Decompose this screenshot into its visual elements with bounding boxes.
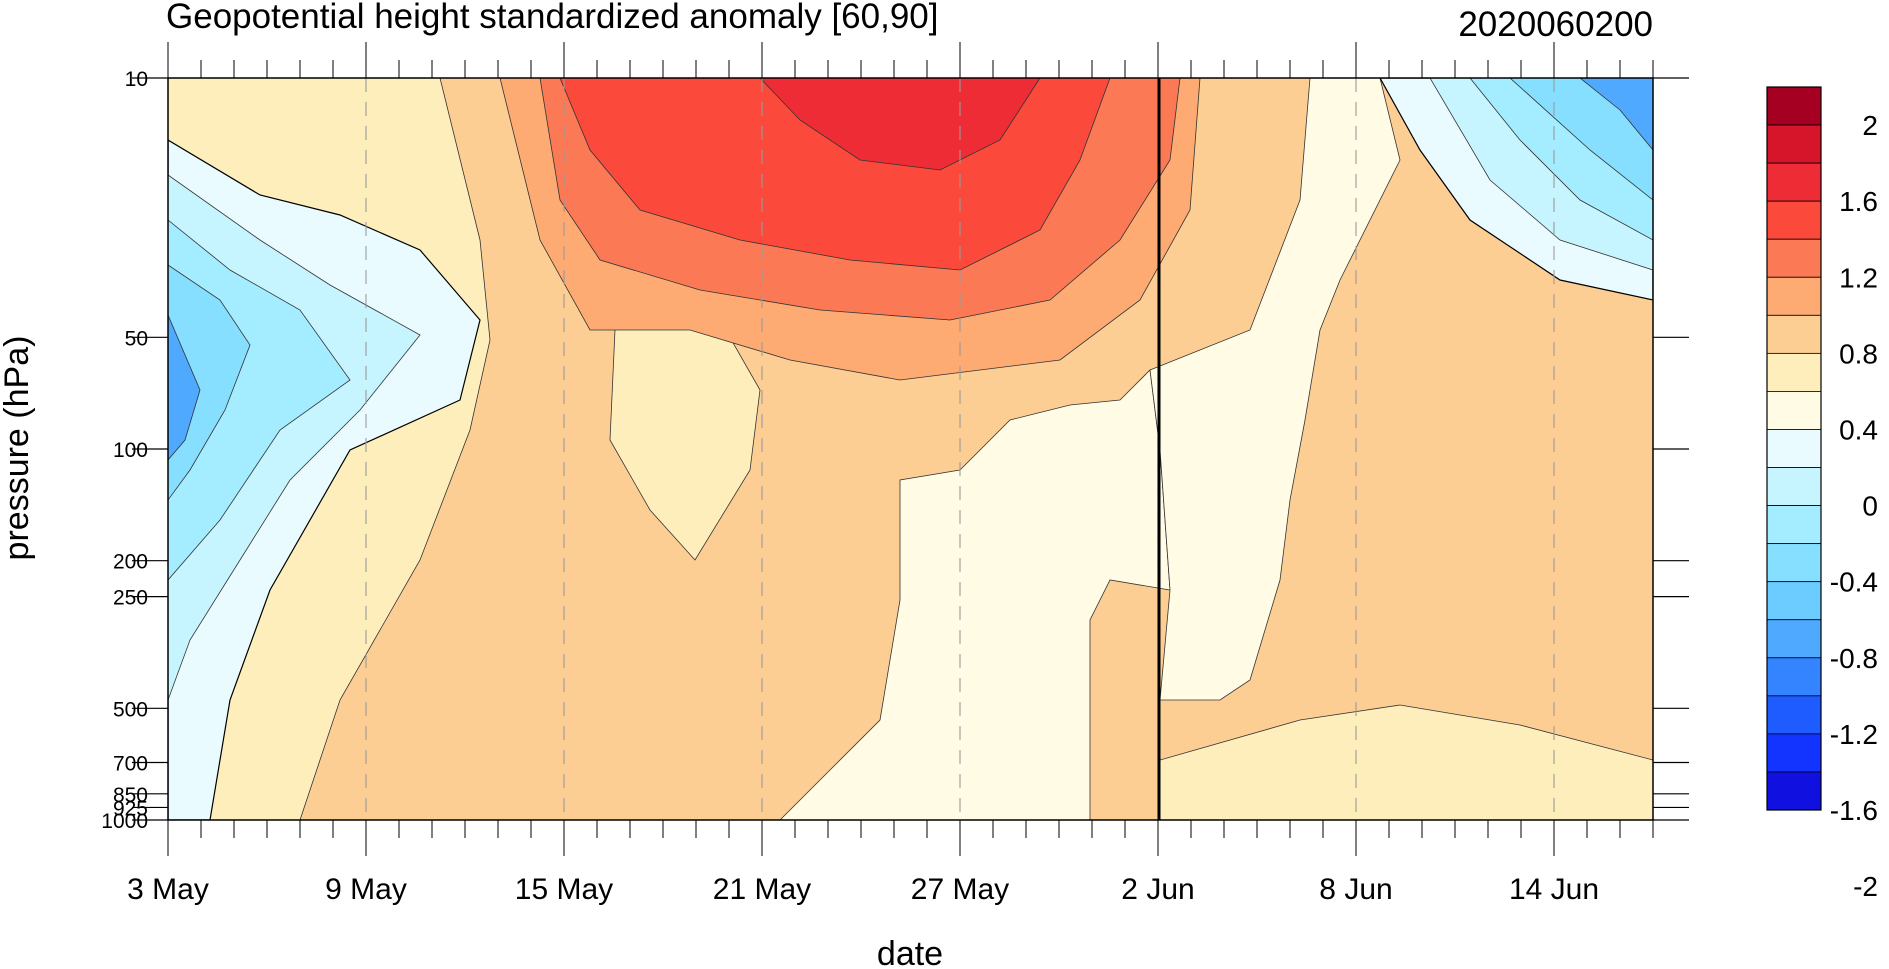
x-tick-label: 3 May (127, 873, 209, 906)
colorbar-frame (1766, 86, 1822, 811)
colorbar-swatch (1766, 200, 1822, 240)
colorbar-swatch (1766, 467, 1822, 506)
x-tick-label: 27 May (911, 873, 1009, 906)
contour-negative-left-5 (168, 314, 201, 461)
chart-title: Geopotential height standardized anomaly… (166, 0, 938, 36)
x-tick-label: 15 May (515, 873, 613, 906)
x-tick-label: 9 May (325, 873, 407, 906)
colorbar-label: -1.6 (1830, 795, 1878, 826)
y-axis-title: pressure (hPa) (0, 336, 36, 561)
colorbar-swatch (1766, 124, 1822, 164)
contour-negative-right-4 (1509, 78, 1653, 201)
colorbar-label: -1.2 (1830, 719, 1878, 750)
y-tick-label: 10 (125, 68, 148, 91)
y-tick-label: 50 (125, 327, 148, 350)
y-tick-label: 500 (113, 698, 148, 721)
colorbar-swatch (1766, 238, 1822, 278)
colorbar-swatch (1766, 276, 1822, 316)
x-tick-label: 8 Jun (1319, 873, 1392, 906)
x-axis: 3 May 9 May 15 May 21 May 27 May 2 Jun 8 Jun 14… (127, 42, 1654, 906)
contour-field (168, 78, 1653, 820)
y-tick-label: 925 (113, 797, 148, 820)
colorbar-swatch (1766, 505, 1822, 545)
contour-positive-1.6 (759, 78, 1041, 171)
y-tick-label: 200 (113, 551, 148, 574)
colorbar-label: 1.6 (1839, 186, 1878, 217)
y-tick-label: 1000 (101, 810, 148, 833)
colorbar-swatch (1766, 86, 1822, 126)
colorbar-swatch (1766, 733, 1822, 773)
colorbar-swatch (1766, 581, 1822, 621)
colorbar-swatch (1766, 162, 1822, 202)
x-tick-label: 14 Jun (1509, 873, 1599, 906)
contour-negative-right-5 (1579, 78, 1653, 151)
colorbar-label: -0.4 (1830, 567, 1878, 598)
y-tick-label: 250 (113, 587, 148, 610)
colorbar-label: -0.8 (1830, 643, 1878, 674)
colorbar-label: 2 (1862, 110, 1878, 141)
colorbar-swatch (1766, 429, 1822, 468)
colorbar-swatch (1766, 314, 1822, 354)
contour-near-zero-right (1149, 78, 1401, 701)
plot-area (168, 78, 1653, 820)
colorbar-swatch (1766, 657, 1822, 697)
colorbar-swatch (1766, 695, 1822, 735)
contour-negative-left-4 (168, 264, 251, 501)
colorbar-label: 0.8 (1839, 338, 1878, 369)
y-tick-label: 700 (113, 753, 148, 776)
colorbar: 2 1.6 1.2 0.8 0.4 0 -0.4 -0.8 -1.2 -1.6 -2 (1766, 86, 1878, 902)
colorbar-label: 0 (1862, 491, 1878, 522)
colorbar-swatch (1766, 391, 1822, 430)
colorbar-label: -2 (1853, 871, 1878, 902)
y-tick-label: 850 (113, 784, 148, 807)
colorbar-label: 0.4 (1839, 414, 1878, 445)
colorbar-swatch (1766, 771, 1822, 811)
y-tick-label: 100 (113, 439, 148, 462)
x-tick-label: 21 May (713, 873, 811, 906)
x-axis-title: date (877, 935, 943, 969)
contour-near-zero-lower (779, 369, 1171, 820)
colorbar-swatch (1766, 352, 1822, 392)
date-stamp: 2020060200 (1458, 5, 1653, 44)
x-tick-label: 2 Jun (1121, 873, 1194, 906)
contour-light-lower-band (1159, 704, 1653, 820)
colorbar-swatch (1766, 619, 1822, 659)
colorbar-label: 1.2 (1839, 262, 1878, 293)
colorbar-swatch (1766, 543, 1822, 583)
